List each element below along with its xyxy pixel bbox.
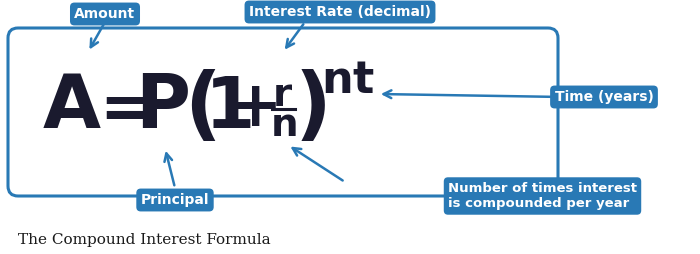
Text: Amount: Amount (74, 7, 136, 21)
Text: $\mathbf{(}$: $\mathbf{(}$ (184, 69, 216, 147)
Text: $\mathbf{1}$: $\mathbf{1}$ (204, 73, 252, 143)
Text: $\mathbf{)}$: $\mathbf{)}$ (294, 69, 326, 147)
Text: Number of times interest
is compounded per year: Number of times interest is compounded p… (448, 182, 637, 211)
Text: Principal: Principal (141, 193, 209, 207)
Text: $\mathbf{r}$: $\mathbf{r}$ (272, 76, 293, 114)
Text: $\mathbf{nt}$: $\mathbf{nt}$ (321, 58, 375, 102)
Text: Time (years): Time (years) (554, 90, 653, 104)
FancyBboxPatch shape (8, 28, 558, 196)
Text: $\mathbf{=}$: $\mathbf{=}$ (88, 77, 148, 138)
Text: $\mathbf{P}$: $\mathbf{P}$ (135, 71, 189, 145)
Text: Interest Rate (decimal): Interest Rate (decimal) (249, 5, 431, 19)
Text: $\mathbf{A}$: $\mathbf{A}$ (42, 71, 102, 145)
Text: The Compound Interest Formula: The Compound Interest Formula (18, 233, 271, 247)
Text: $\mathbf{+}$: $\mathbf{+}$ (228, 77, 276, 138)
Text: $\mathbf{n}$: $\mathbf{n}$ (270, 106, 296, 144)
